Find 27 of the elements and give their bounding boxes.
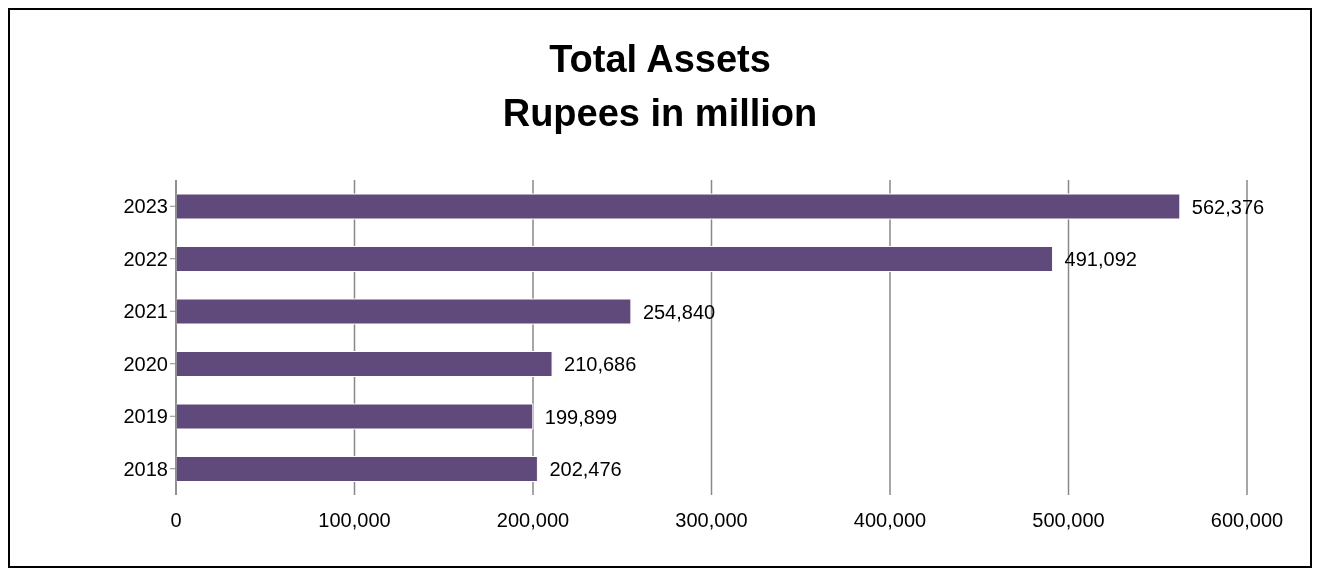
data-label: 491,092 — [1064, 248, 1137, 271]
bar — [176, 351, 553, 377]
y-tick-label: 2018 — [123, 457, 168, 480]
y-tick-label: 2020 — [123, 352, 168, 375]
x-tick-label: 600,000 — [1210, 509, 1284, 532]
data-label: 199,899 — [544, 405, 618, 428]
bar — [176, 298, 632, 325]
x-tick-label: 300,000 — [675, 509, 748, 532]
x-tick-label: 200,000 — [496, 509, 570, 532]
data-label: 254,840 — [642, 300, 716, 323]
x-tick-label: 0 — [170, 509, 182, 532]
y-tick-label: 2019 — [123, 405, 168, 428]
bar — [176, 193, 1181, 220]
data-label: 202,476 — [549, 458, 622, 481]
x-tick-label: 400,000 — [853, 509, 927, 532]
chart-title: Total Assets — [548, 37, 772, 82]
bar — [176, 403, 534, 430]
y-tick-label: 2023 — [123, 195, 168, 218]
x-tick-label: 100,000 — [318, 509, 391, 532]
data-label: 562,376 — [1191, 195, 1265, 218]
data-label: 210,686 — [564, 353, 637, 376]
bar — [176, 246, 1054, 272]
y-tick-label: 2021 — [123, 300, 168, 323]
bar — [176, 456, 538, 482]
x-tick-label: 500,000 — [1032, 509, 1105, 532]
chart-subtitle: Rupees in million — [501, 91, 819, 136]
y-tick-label: 2022 — [123, 247, 168, 270]
